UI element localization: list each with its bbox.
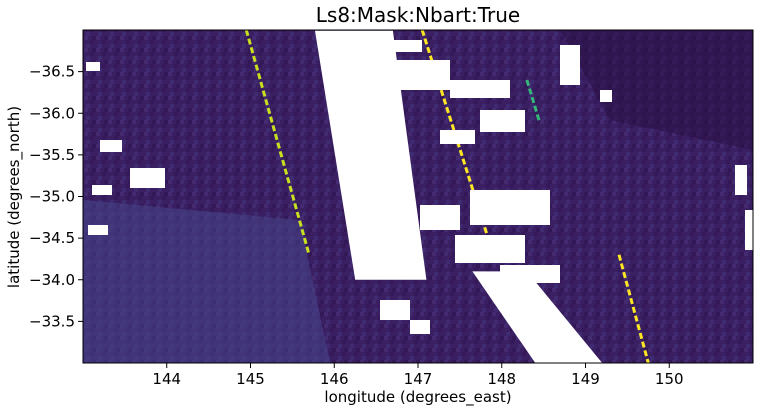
bright-streak-3 [617, 254, 650, 363]
x-tick-label: 145 [236, 370, 265, 388]
heatmap-light-region [83, 200, 330, 363]
chart-title: Ls8:Mask:Nbart:True [316, 3, 520, 27]
y-tick-label: −34.0 [29, 271, 75, 289]
x-tick-label: 150 [655, 370, 684, 388]
x-tick-label: 146 [320, 370, 349, 388]
x-tick-label: 147 [404, 370, 433, 388]
plot-area [83, 30, 753, 363]
x-axis-label: longitude (degrees_east) [324, 388, 511, 407]
y-tick-label: −36.0 [29, 104, 75, 122]
nodata-swath-2 [472, 271, 603, 363]
nodata-speckles [86, 40, 753, 334]
y-axis: −36.5 −36.0 −35.5 −35.0 −34.5 −34.0 −33.5 [29, 63, 83, 330]
x-tick-label: 144 [152, 370, 181, 388]
y-tick-label: −35.0 [29, 188, 75, 206]
x-axis: 144 145 146 147 148 149 150 [152, 363, 684, 388]
x-tick-label: 148 [487, 370, 516, 388]
bright-streak-4 [525, 79, 541, 123]
y-axis-label: latitude (degrees_north) [5, 106, 24, 288]
y-tick-label: −34.5 [29, 229, 75, 247]
heatmap-dark-region [560, 30, 753, 150]
y-tick-label: −35.5 [29, 146, 75, 164]
bright-streak-1 [244, 30, 311, 256]
y-tick-label: −33.5 [29, 312, 75, 330]
x-tick-label: 149 [571, 370, 600, 388]
nodata-swath-1 [315, 30, 427, 280]
y-tick-label: −36.5 [29, 63, 75, 81]
